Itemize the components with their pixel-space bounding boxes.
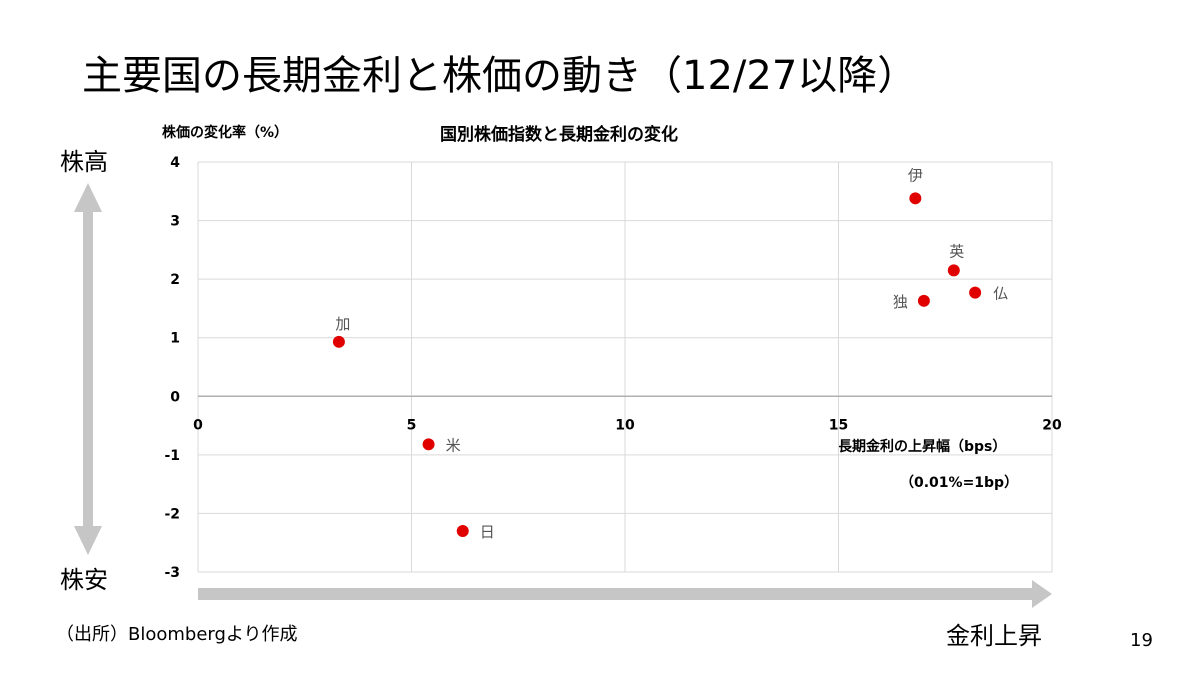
horizontal-arrow <box>198 580 1052 608</box>
data-point <box>909 192 922 205</box>
y-tick-label: -3 <box>164 565 180 581</box>
y-tick-label: 4 <box>170 155 180 171</box>
y-axis-label: 株価の変化率（%） <box>162 125 289 141</box>
data-point-label: 英 <box>949 242 964 260</box>
data-point <box>969 286 982 299</box>
data-point-label: 加 <box>335 315 350 333</box>
rate-up-annotation: 金利上昇 <box>946 622 1042 650</box>
data-point <box>456 525 469 537</box>
stock-high-annotation: 株高 <box>60 148 108 176</box>
stock-low-annotation: 株安 <box>60 566 108 594</box>
data-point-label: 独 <box>893 293 908 311</box>
y-tick-label: 0 <box>170 389 180 405</box>
x-tick-label: 10 <box>615 417 635 433</box>
chart-title: 国別株価指数と長期金利の変化 <box>440 125 678 145</box>
y-tick-label: 2 <box>170 272 180 288</box>
tick-labels: -3 -2 -1 0 1 2 3 4 0 5 10 15 20 <box>164 155 1062 581</box>
y-tick-label: -1 <box>164 448 180 464</box>
data-point <box>917 294 930 307</box>
data-point <box>332 335 345 348</box>
data-point-label: 日 <box>480 523 495 541</box>
slide-title: 主要国の長期金利と株価の動き（12/27以降） <box>82 53 918 99</box>
data-point <box>422 438 435 451</box>
x-axis-unit-note: （0.01%=1bp） <box>900 475 1019 491</box>
data-point-label: 仏 <box>993 285 1008 303</box>
y-tick-label: 1 <box>170 331 180 347</box>
grid <box>197 161 1053 573</box>
x-tick-label: 0 <box>193 417 203 433</box>
data-point <box>947 264 960 277</box>
y-tick-label: -2 <box>164 506 180 522</box>
x-tick-label: 15 <box>829 417 848 433</box>
source-note: （出所）Bloombergより作成 <box>56 624 298 645</box>
data-point-label: 米 <box>446 436 461 454</box>
direction-arrows <box>74 183 1052 608</box>
x-axis-label: 長期金利の上昇幅（bps） <box>838 439 1007 455</box>
y-tick-label: 3 <box>170 214 180 230</box>
data-point-label: 伊 <box>908 166 923 184</box>
page-number: 19 <box>1130 630 1153 651</box>
vertical-double-arrow <box>74 183 102 555</box>
x-tick-label: 5 <box>407 417 417 433</box>
x-tick-label: 20 <box>1042 417 1062 433</box>
